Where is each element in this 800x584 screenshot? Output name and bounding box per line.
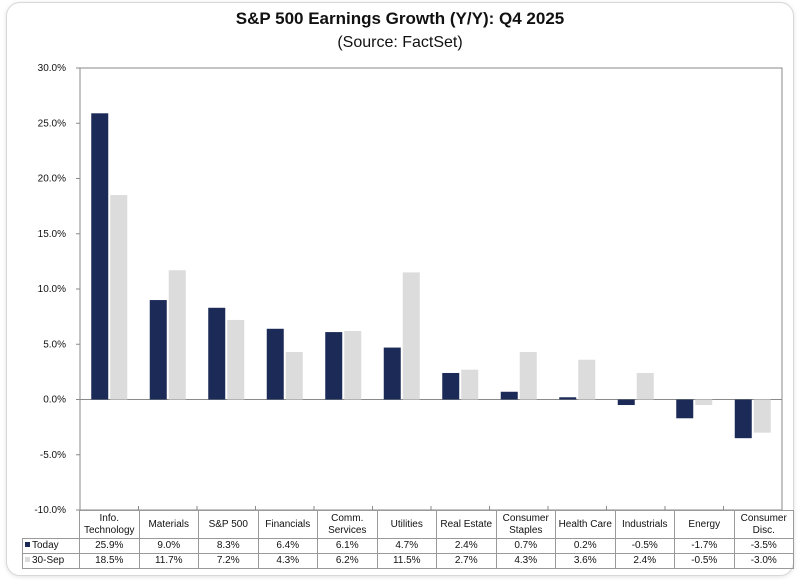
data-label: 11.7% [138, 553, 199, 569]
bar-30-sep [110, 195, 128, 400]
data-label: 11.5% [376, 553, 437, 569]
data-label: 9.0% [138, 538, 199, 554]
y-tick-label: 15.0% [38, 229, 66, 240]
table-row: 30-Sep 18.5% 11.7% 7.2% 4.3% 6.2% 11.5% 2.7% 4.3… [22, 553, 794, 569]
chart-card [6, 2, 794, 576]
chart-title: S&P 500 Earnings Growth (Y/Y): Q4 2025 [235, 9, 565, 28]
data-label: 4.7% [376, 538, 437, 554]
y-tick-label: 30.0% [38, 63, 66, 74]
legend-swatch [25, 557, 30, 563]
bar-today [734, 399, 752, 439]
data-label: 7.2% [198, 553, 259, 569]
data-label: 2.4% [436, 538, 497, 554]
category-label: Real Estate [436, 510, 497, 539]
bar-30-sep [753, 399, 771, 433]
data-label: 6.1% [317, 538, 378, 554]
data-label: -3.0% [733, 553, 794, 569]
data-label: 8.3% [198, 538, 259, 554]
data-label: 25.9% [79, 538, 140, 554]
bar-30-sep [227, 319, 245, 400]
category-label: Comm. Services [317, 510, 378, 539]
category-label: Health Care [555, 510, 616, 539]
data-label: 4.3% [495, 553, 556, 569]
category-label: Utilities [376, 510, 437, 539]
y-tick-label: -5.0% [40, 450, 66, 461]
data-label: 18.5% [79, 553, 140, 569]
bar-30-sep [636, 372, 654, 400]
table-corner [22, 510, 80, 539]
bar-30-sep [578, 359, 596, 400]
category-label: Financials [257, 510, 318, 539]
bar-today [91, 113, 109, 400]
data-label: -1.7% [674, 538, 735, 554]
legend-entry: 30-Sep [22, 553, 80, 569]
legend-label: Today [32, 540, 59, 551]
legend-swatch [25, 542, 30, 548]
bar-today [266, 328, 284, 400]
bar-today [325, 332, 343, 400]
y-tick-label: 20.0% [38, 174, 66, 185]
bar-30-sep [695, 399, 713, 406]
bar-today [676, 399, 694, 419]
chart-subtitle: (Source: FactSet) [337, 34, 463, 51]
category-label: Info. Technology [79, 510, 140, 539]
y-tick-label: 5.0% [43, 339, 66, 350]
y-tick-label: 10.0% [38, 284, 66, 295]
category-label: S&P 500 [198, 510, 259, 539]
bar-today [149, 300, 167, 400]
table-header-row: Info. Technology Materials S&P 500 Financia… [22, 510, 794, 539]
bar-today [383, 347, 401, 400]
category-label: Materials [138, 510, 199, 539]
bar-30-sep [461, 369, 479, 400]
bar-today [208, 307, 226, 400]
data-label: 0.2% [555, 538, 616, 554]
category-label: Consumer Disc. [733, 510, 794, 539]
category-label: Energy [674, 510, 735, 539]
legend-label: 30-Sep [32, 555, 65, 566]
bar-30-sep [344, 330, 362, 400]
data-label: 4.3% [257, 553, 318, 569]
bar-30-sep [285, 351, 303, 400]
category-label: Consumer Staples [495, 510, 556, 539]
data-table: Info. Technology Materials S&P 500 Financia… [22, 510, 794, 569]
data-label: 6.2% [317, 553, 378, 569]
bar-today [617, 399, 635, 406]
bar-today [559, 397, 577, 400]
bar-today [442, 372, 460, 400]
bar-today [500, 391, 518, 400]
data-label: -3.5% [733, 538, 794, 554]
data-label: -0.5% [674, 553, 735, 569]
y-tick-label: 25.0% [38, 118, 66, 129]
data-label: 2.4% [614, 553, 675, 569]
data-label: 2.7% [436, 553, 497, 569]
bar-30-sep [168, 270, 186, 400]
data-label: 3.6% [555, 553, 616, 569]
data-label: 6.4% [257, 538, 318, 554]
bar-30-sep [402, 272, 420, 400]
category-label: Industrials [614, 510, 675, 539]
table-row: Today 25.9% 9.0% 8.3% 6.4% 6.1% 4.7% 2.4% 0.7% 0.… [22, 538, 794, 554]
legend-entry: Today [22, 538, 80, 554]
bar-30-sep [519, 351, 537, 400]
data-label: -0.5% [614, 538, 675, 554]
data-label: 0.7% [495, 538, 556, 554]
y-tick-label: 0.0% [43, 395, 66, 406]
